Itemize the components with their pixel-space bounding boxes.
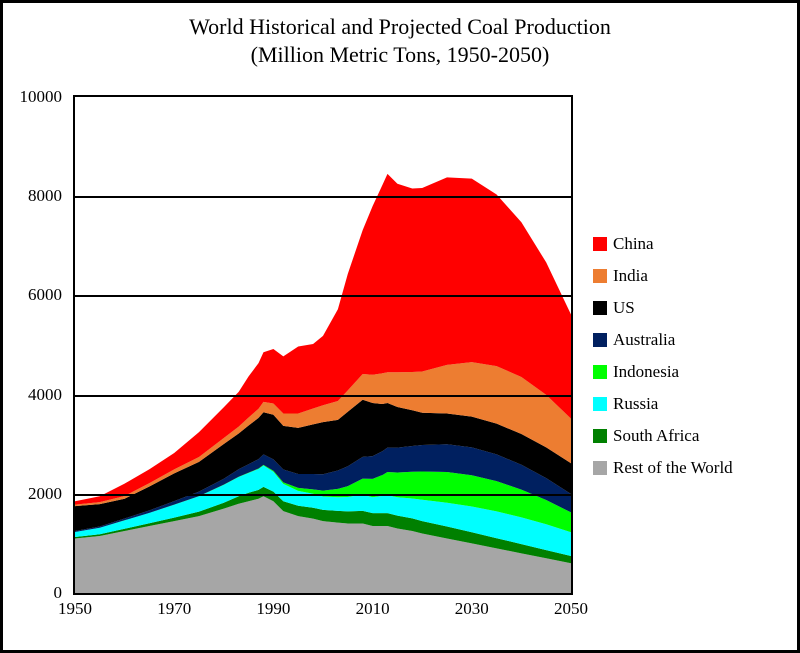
legend-swatch — [593, 301, 607, 315]
y-tick-label: 10000 — [20, 87, 63, 107]
legend-swatch — [593, 461, 607, 475]
y-tick-label: 8000 — [28, 186, 62, 206]
legend-label: Russia — [613, 394, 658, 414]
legend-item: Indonesia — [593, 356, 793, 388]
legend-label: US — [613, 298, 635, 318]
gridline — [75, 494, 571, 496]
title-line-2: (Million Metric Tons, 1950-2050) — [251, 42, 550, 67]
chart-frame: World Historical and Projected Coal Prod… — [0, 0, 800, 653]
y-tick-label: 2000 — [28, 484, 62, 504]
legend-label: Australia — [613, 330, 675, 350]
legend-swatch — [593, 269, 607, 283]
legend-swatch — [593, 237, 607, 251]
legend-item: South Africa — [593, 420, 793, 452]
x-tick-label: 1950 — [58, 599, 92, 619]
title-line-1: World Historical and Projected Coal Prod… — [189, 14, 611, 39]
gridline — [75, 196, 571, 198]
legend-item: US — [593, 292, 793, 324]
x-tick-label: 1970 — [157, 599, 191, 619]
legend-label: India — [613, 266, 648, 286]
chart-title: World Historical and Projected Coal Prod… — [3, 13, 797, 68]
x-tick-label: 1990 — [256, 599, 290, 619]
legend-swatch — [593, 429, 607, 443]
y-tick-label: 4000 — [28, 385, 62, 405]
legend-label: Rest of the World — [613, 458, 733, 478]
legend-item: India — [593, 260, 793, 292]
y-tick-label: 6000 — [28, 285, 62, 305]
legend-item: Russia — [593, 388, 793, 420]
legend-label: South Africa — [613, 426, 699, 446]
legend-item: Australia — [593, 324, 793, 356]
legend-swatch — [593, 397, 607, 411]
gridline — [75, 295, 571, 297]
legend-item: Rest of the World — [593, 452, 793, 484]
plot-area — [73, 95, 573, 595]
x-tick-label: 2030 — [455, 599, 489, 619]
stacked-area-svg — [75, 97, 571, 593]
x-tick-label: 2010 — [356, 599, 390, 619]
legend: China India US Australia Indonesia Russia Sout… — [593, 228, 793, 484]
gridline — [75, 395, 571, 397]
legend-item: China — [593, 228, 793, 260]
legend-swatch — [593, 365, 607, 379]
legend-label: Indonesia — [613, 362, 679, 382]
legend-label: China — [613, 234, 654, 254]
x-tick-label: 2050 — [554, 599, 588, 619]
legend-swatch — [593, 333, 607, 347]
